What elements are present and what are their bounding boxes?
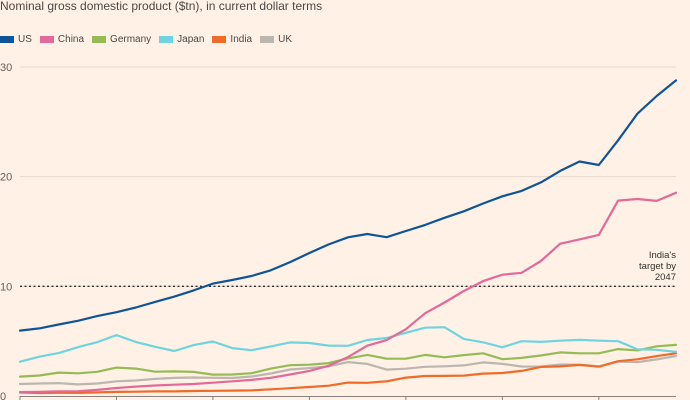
series-layer <box>18 79 678 395</box>
legend-swatch-germany <box>92 36 107 43</box>
series-line-germany <box>18 343 678 378</box>
series-line-china <box>18 191 678 394</box>
annotation-line-2: 2047 <box>655 272 676 283</box>
y-tick-label-30: 30 <box>0 62 12 74</box>
series-line-japan <box>18 326 678 363</box>
legend-label-japan: Japan <box>177 34 205 45</box>
legend-swatch-japan <box>159 36 174 43</box>
legend-swatch-china <box>39 36 54 43</box>
legend-label-us: US <box>18 34 32 45</box>
series-line-us <box>18 79 678 332</box>
legend-swatch-us <box>0 36 14 43</box>
chart-subtitle: Nominal gross domestic product ($tn), in… <box>0 0 323 13</box>
series-line-india <box>18 352 678 395</box>
legend-item-germany: Germany <box>92 34 151 45</box>
legend-item-china: China <box>39 34 85 45</box>
y-tick-label-10: 10 <box>0 281 12 293</box>
y-tick-label-0: 0 <box>0 391 6 400</box>
legend-item-us: US <box>0 34 32 45</box>
legend-swatch-india <box>212 36 227 43</box>
annotation-line-1: target by <box>639 261 676 272</box>
legend: US China Germany Japan India UK <box>0 34 292 45</box>
grid-layer: 0 10 20 30 <box>0 62 676 400</box>
legend-item-uk: UK <box>260 34 292 45</box>
y-tick-label-20: 20 <box>0 172 12 184</box>
legend-label-china: China <box>57 34 85 45</box>
annotation-line-0: India's <box>649 250 676 261</box>
legend-item-india: India <box>212 34 252 45</box>
legend-label-germany: Germany <box>110 34 152 45</box>
legend-swatch-uk <box>260 36 275 43</box>
series-line-uk <box>18 355 678 386</box>
legend-label-india: India <box>230 34 253 45</box>
legend-item-japan: Japan <box>159 34 204 45</box>
legend-label-uk: UK <box>278 34 293 45</box>
x-axis <box>19 396 676 400</box>
